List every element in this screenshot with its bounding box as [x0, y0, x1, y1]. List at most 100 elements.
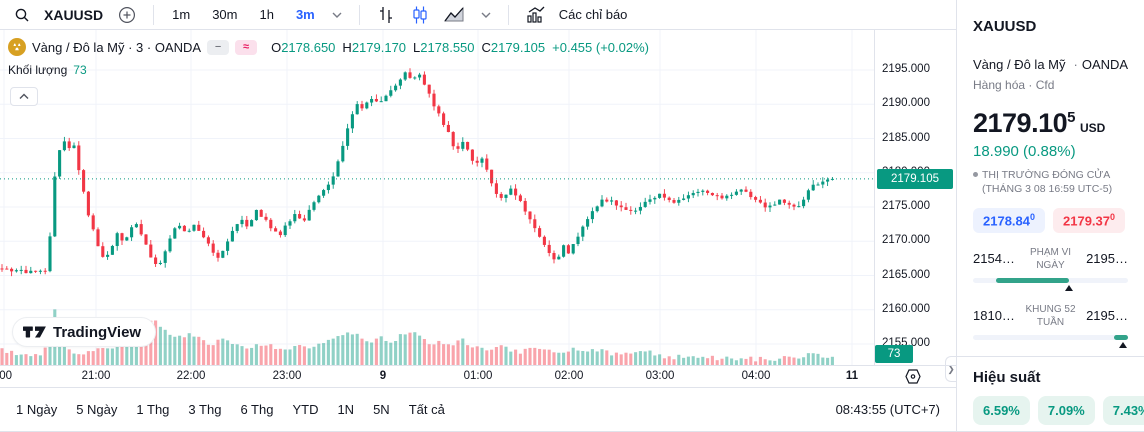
- compare-add-icon[interactable]: [113, 3, 141, 27]
- symbol-search-button[interactable]: XAUUSD: [44, 6, 104, 23]
- high-value: 2179.170: [351, 39, 407, 55]
- week52-label: KHUNG 52 TUẦN: [1025, 303, 1076, 328]
- indicators-button[interactable]: Các chỉ báo: [558, 7, 628, 22]
- market-status-dot: [973, 172, 978, 177]
- day-range-block: 2154… PHẠM VI NGÀY 2195…: [973, 246, 1128, 291]
- candles-style-icon[interactable]: [406, 3, 434, 27]
- legend-symbol-title[interactable]: Vàng / Đô la Mỹ · 3 · OANDA: [32, 39, 202, 55]
- price-axis[interactable]: 2155.000 2160.000 2165.000 2170.000 2175.000…: [874, 30, 956, 382]
- bottom-toolbar: 1 Ngày 5 Ngày 1 Thg 3 Thg 6 Thg YTD 1N 5N Tất cả…: [0, 387, 956, 430]
- price-tick-label: 2195.000: [882, 63, 930, 75]
- current-volume-badge: 73: [875, 345, 913, 363]
- search-icon[interactable]: [10, 5, 34, 25]
- time-tick-label: 03:00: [645, 370, 675, 382]
- price-tick-label: 2175.000: [882, 200, 930, 212]
- timeframe-buttons: 1m 30m 1h 3m: [166, 4, 321, 25]
- timeframe-1h[interactable]: 1h: [259, 7, 274, 22]
- performance-value: 6.59%: [973, 395, 1030, 425]
- panel-change: 18.990 (0.88%): [973, 143, 1076, 160]
- low-value: 2178.550: [420, 39, 475, 55]
- bid-pill[interactable]: 2178.840: [973, 208, 1046, 233]
- performance-title: Hiệu suất: [973, 368, 1041, 386]
- gold-coin-icon: [8, 38, 26, 56]
- market-status-time: (THÁNG 3 08 16:59 UTC-5): [982, 183, 1113, 196]
- chart-canvas[interactable]: Vàng / Đô la Mỹ · 3 · OANDA − ≈ O2178.65…: [0, 30, 874, 365]
- axis-settings-icon[interactable]: [904, 368, 922, 388]
- open-label: O: [271, 39, 282, 55]
- range-tất-cả[interactable]: Tất cả: [408, 401, 445, 417]
- chart-pane: XAUUSD 1m 30m 1h 3m: [0, 3, 956, 430]
- panel-exchange[interactable]: OANDA: [1081, 57, 1129, 72]
- panel-price-row: 2179.105 USD: [973, 108, 1128, 139]
- ask-pill[interactable]: 2179.370: [1053, 208, 1126, 233]
- timeframe-chevron-down-icon[interactable]: [327, 7, 347, 23]
- panel-separator: ·: [1073, 57, 1078, 72]
- pane-collapse-button[interactable]: [10, 87, 38, 106]
- time-tick-label: 04:00: [741, 370, 771, 382]
- close-label: C: [481, 39, 491, 55]
- toolbar-divider: [358, 4, 360, 25]
- ohlc-values: O2178.650 H2179.170 L2178.550 C2179.105 …: [271, 40, 649, 55]
- volume-value: 73: [73, 63, 87, 77]
- volume-legend: Khối lượng 73: [8, 63, 87, 77]
- day-range-high: 2195…: [1086, 251, 1128, 267]
- timeframe-30m[interactable]: 30m: [212, 7, 238, 22]
- panel-collapse-handle[interactable]: ❯: [945, 356, 956, 382]
- panel-symbol[interactable]: XAUUSD: [973, 18, 1037, 35]
- tradingview-logo-link[interactable]: TradingView: [12, 317, 157, 347]
- day-range-marker: [1065, 284, 1074, 291]
- day-range-bar: [973, 277, 1128, 291]
- time-tick-label: :00: [0, 370, 12, 382]
- range-ytd[interactable]: YTD: [292, 401, 319, 417]
- price-tick-label: 2160.000: [882, 302, 930, 315]
- time-tick-label: 01:00: [463, 370, 493, 382]
- current-price-badge: 2179.105: [877, 169, 953, 189]
- time-axis[interactable]: :00 21:00 22:00 23:00 9 01:00 02:00 03:00 04:00 1…: [0, 365, 956, 387]
- symbol-detail-panel: XAUUSD Vàng / Đô la Mỹ · OANDA Hàng hóa …: [956, 0, 1144, 431]
- legend-hide-toggle[interactable]: −: [207, 39, 230, 55]
- price-tick-label: 2185.000: [882, 131, 930, 144]
- toolbar-divider: [507, 4, 509, 25]
- timeframe-1m[interactable]: 1m: [172, 7, 191, 22]
- clock-timezone-button[interactable]: 08:43:55 (UTC+7): [835, 401, 940, 417]
- range-5n[interactable]: 5N: [373, 401, 390, 417]
- time-tick-label: 23:00: [272, 370, 302, 382]
- time-tick-label: 21:00: [81, 370, 111, 382]
- tradingview-logo-text: TradingView: [53, 323, 142, 341]
- legend-approx-badge[interactable]: ≈: [235, 39, 258, 55]
- panel-name-row: Vàng / Đô la Mỹ · OANDA: [973, 57, 1128, 72]
- panel-last-price: 2179.105: [973, 108, 1075, 138]
- week52-marker: [1119, 341, 1128, 348]
- panel-symbol-name[interactable]: Vàng / Đô la Mỹ: [973, 57, 1066, 72]
- tradingview-logo-icon: [23, 326, 46, 338]
- price-tick-label: 2170.000: [882, 234, 930, 247]
- performance-pills: 6.59%7.09%7.43%: [973, 395, 1144, 425]
- time-tick-label: 11: [845, 370, 859, 382]
- range-1n[interactable]: 1N: [337, 401, 355, 417]
- volume-label: Khối lượng: [8, 63, 68, 77]
- range-1-ngày[interactable]: 1 Ngày: [16, 401, 58, 417]
- range-5-ngày[interactable]: 5 Ngày: [76, 401, 118, 417]
- indicators-icon[interactable]: [521, 3, 551, 27]
- day-range-label: PHẠM VI NGÀY: [1029, 246, 1072, 271]
- range-3-thg[interactable]: 3 Thg: [188, 401, 222, 417]
- range-1-thg[interactable]: 1 Thg: [136, 401, 170, 417]
- week52-high: 2195…: [1086, 308, 1128, 324]
- range-6-thg[interactable]: 6 Thg: [240, 401, 274, 417]
- week52-bar: [973, 334, 1128, 348]
- panel-currency: USD: [1079, 121, 1106, 135]
- style-chevron-down-icon[interactable]: [476, 7, 496, 23]
- timeframe-3m[interactable]: 3m: [295, 7, 315, 22]
- chevron-up-icon: [19, 93, 29, 99]
- performance-value: 7.09%: [1037, 395, 1095, 425]
- date-range-buttons: 1 Ngày 5 Ngày 1 Thg 3 Thg 6 Thg YTD 1N 5N Tất cả: [16, 402, 445, 417]
- chart-region: Vàng / Đô la Mỹ · 3 · OANDA − ≈ O2178.65…: [0, 30, 956, 382]
- candlestick-chart: [0, 30, 874, 365]
- time-tick-label: 02:00: [554, 370, 584, 382]
- week52-low: 1810…: [973, 308, 1015, 324]
- bar-chart-style-icon[interactable]: [372, 3, 400, 27]
- market-status-text: THỊ TRƯỜNG ĐÓNG CỬA: [982, 169, 1111, 181]
- performance-value: 7.43%: [1102, 395, 1144, 425]
- area-style-icon[interactable]: [440, 3, 470, 27]
